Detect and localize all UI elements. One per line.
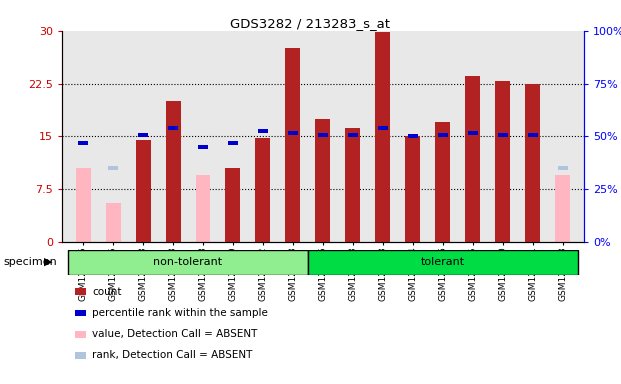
Bar bbox=[108, 166, 119, 170]
Bar bbox=[375, 32, 391, 242]
Bar bbox=[348, 133, 358, 137]
Bar bbox=[315, 119, 330, 242]
Bar bbox=[135, 140, 150, 242]
Bar bbox=[378, 126, 388, 130]
Bar bbox=[255, 138, 271, 242]
Bar bbox=[308, 250, 578, 275]
Bar bbox=[225, 168, 240, 242]
Bar bbox=[68, 250, 308, 275]
Bar bbox=[106, 203, 120, 242]
Bar bbox=[496, 81, 510, 242]
Bar bbox=[527, 133, 538, 137]
Bar bbox=[497, 133, 508, 137]
Bar bbox=[76, 168, 91, 242]
Bar bbox=[345, 128, 360, 242]
Text: specimen: specimen bbox=[3, 257, 57, 267]
Bar bbox=[78, 141, 88, 145]
Bar bbox=[318, 133, 328, 137]
Bar bbox=[288, 131, 298, 135]
Bar bbox=[465, 76, 480, 242]
Bar bbox=[228, 141, 238, 145]
Bar bbox=[525, 84, 540, 242]
Bar bbox=[258, 129, 268, 132]
Bar bbox=[406, 136, 420, 242]
Bar bbox=[196, 175, 211, 242]
Bar bbox=[468, 131, 478, 135]
Text: count: count bbox=[92, 287, 122, 297]
Bar bbox=[555, 175, 570, 242]
Text: GDS3282 / 213283_s_at: GDS3282 / 213283_s_at bbox=[230, 17, 391, 30]
Bar bbox=[435, 122, 450, 242]
Text: tolerant: tolerant bbox=[421, 257, 465, 267]
Text: rank, Detection Call = ABSENT: rank, Detection Call = ABSENT bbox=[92, 350, 252, 360]
Text: value, Detection Call = ABSENT: value, Detection Call = ABSENT bbox=[92, 329, 257, 339]
Bar bbox=[407, 134, 418, 138]
Bar bbox=[286, 48, 301, 242]
Text: ▶: ▶ bbox=[44, 257, 53, 267]
Bar bbox=[166, 101, 181, 242]
Text: percentile rank within the sample: percentile rank within the sample bbox=[92, 308, 268, 318]
Bar bbox=[138, 133, 148, 137]
Bar bbox=[558, 166, 568, 170]
Bar bbox=[168, 126, 178, 130]
Text: non-tolerant: non-tolerant bbox=[153, 257, 222, 267]
Bar bbox=[438, 133, 448, 137]
Bar bbox=[197, 145, 208, 149]
